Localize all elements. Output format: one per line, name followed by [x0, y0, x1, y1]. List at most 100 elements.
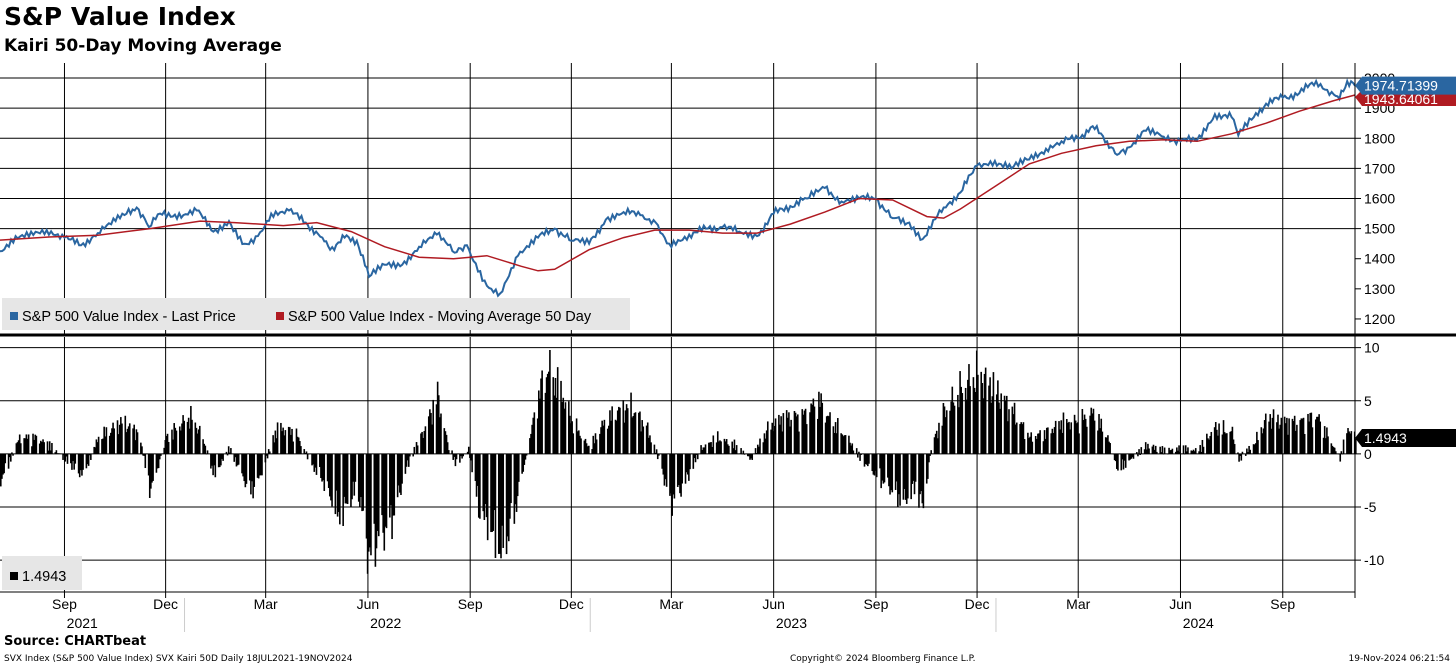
- kairi-bar: [833, 432, 836, 454]
- kairi-bar: [1106, 437, 1108, 454]
- kairi-bar: [693, 453, 696, 459]
- kairi-bar: [1292, 421, 1295, 454]
- kairi-bar: [982, 398, 985, 454]
- kairi-last-value-label: 1.4943: [1364, 430, 1407, 446]
- kairi-bar: [1012, 414, 1015, 454]
- kairi-bar: [150, 453, 152, 489]
- kairi-bar: [1093, 420, 1096, 454]
- kairi-bar: [290, 434, 292, 454]
- kairi-bar: [440, 413, 442, 454]
- x-month-label: Sep: [1270, 596, 1295, 612]
- kairi-bar: [446, 442, 449, 454]
- source-label: Source: CHARTbeat: [4, 634, 147, 649]
- kairi-bar: [135, 429, 138, 454]
- x-year-label: 2021: [67, 615, 98, 631]
- kairi-bar: [198, 425, 201, 454]
- kairi-bar: [828, 416, 830, 454]
- kairi-bar: [337, 453, 340, 513]
- kairi-bar: [609, 410, 611, 454]
- kairi-bar: [820, 393, 822, 454]
- kairi-bar: [544, 392, 547, 454]
- kairi-bar: [272, 435, 274, 454]
- kairi-bar: [158, 453, 161, 460]
- kairi-bar: [412, 453, 414, 457]
- kairi-bar: [1073, 414, 1076, 454]
- kairi-bar: [785, 410, 788, 454]
- kairi-bar: [718, 441, 720, 454]
- kairi-bar: [819, 406, 821, 454]
- kairi-bar: [623, 422, 626, 454]
- kairi-bar: [564, 402, 567, 454]
- y-tick-label: 0: [1364, 446, 1372, 462]
- x-year-label: 2024: [1183, 615, 1214, 631]
- kairi-bar: [688, 453, 690, 481]
- ma-last-value-label: 1943.64061: [1364, 91, 1438, 107]
- kairi-bar: [220, 453, 222, 466]
- kairi-bar: [445, 434, 448, 454]
- kairi-bar: [576, 431, 579, 454]
- kairi-bar: [38, 443, 41, 454]
- kairi-bar: [905, 453, 908, 504]
- kairi-bar: [56, 453, 59, 454]
- kairi-bar: [679, 453, 681, 494]
- kairi-bar: [390, 453, 392, 506]
- kairi-bar: [921, 453, 924, 504]
- kairi-bar: [764, 438, 767, 454]
- kairi-bar: [25, 434, 28, 454]
- kairi-bar: [531, 424, 533, 454]
- kairi-bar: [586, 446, 589, 454]
- kairi-bar: [1038, 433, 1040, 454]
- kairi-bar: [26, 438, 29, 454]
- kairi-bar: [103, 426, 105, 454]
- kairi-bar: [416, 445, 419, 454]
- kairi-bar: [8, 453, 11, 458]
- kairi-bar: [1090, 407, 1093, 454]
- kairi-bar: [841, 434, 844, 454]
- kairi-bar: [778, 414, 780, 454]
- kairi-bar: [474, 453, 477, 482]
- kairi-bar: [1317, 416, 1319, 454]
- kairi-bar: [835, 433, 838, 454]
- kairi-bar: [990, 402, 993, 454]
- kairi-bar: [748, 453, 750, 457]
- kairi-bar: [897, 453, 899, 507]
- kairi-bar: [313, 453, 316, 472]
- kairi-bar: [252, 453, 254, 499]
- axes-layer: Sep Dec Mar Jun Sep Dec Mar Jun Sep Dec Mar Jun Sep 2…: [0, 63, 1456, 632]
- kairi-bar: [865, 453, 868, 465]
- kairi-bar: [673, 453, 676, 499]
- kairi-bar: [536, 418, 539, 454]
- kairi-bar: [524, 453, 527, 460]
- kairi-bar: [941, 425, 944, 454]
- kairi-bar: [569, 415, 571, 454]
- kairi-bar: [125, 432, 128, 454]
- kairi-bar: [1069, 429, 1071, 454]
- kairi-bar: [1156, 451, 1158, 454]
- kairi-bar: [233, 453, 236, 462]
- kairi-bar: [204, 445, 207, 454]
- kairi-bar: [1113, 453, 1116, 461]
- kairi-bar: [680, 453, 682, 497]
- kairi-bar: [1244, 453, 1247, 456]
- kairi-bar: [1124, 453, 1127, 468]
- kairi-bar: [624, 410, 627, 454]
- kairi-bar: [922, 453, 925, 509]
- kairi-bar: [546, 373, 549, 454]
- kairi-bar: [339, 453, 341, 525]
- kairi-bar: [903, 453, 906, 489]
- kairi-bar: [1144, 442, 1147, 454]
- kairi-bar: [361, 453, 363, 512]
- kairi-bar: [93, 446, 95, 454]
- kairi-bar: [1003, 395, 1006, 454]
- kairi-bar: [788, 412, 790, 454]
- kairi-bar: [1210, 431, 1213, 454]
- kairi-bar: [31, 446, 33, 454]
- kairi-bar: [499, 453, 501, 554]
- kairi-bar: [104, 436, 107, 454]
- kairi-bar: [58, 453, 61, 454]
- kairi-bar: [326, 453, 329, 482]
- kairi-bar: [1207, 438, 1209, 454]
- price-lines: [0, 78, 1356, 298]
- kairi-bar: [236, 453, 239, 466]
- kairi-bar: [1117, 453, 1119, 471]
